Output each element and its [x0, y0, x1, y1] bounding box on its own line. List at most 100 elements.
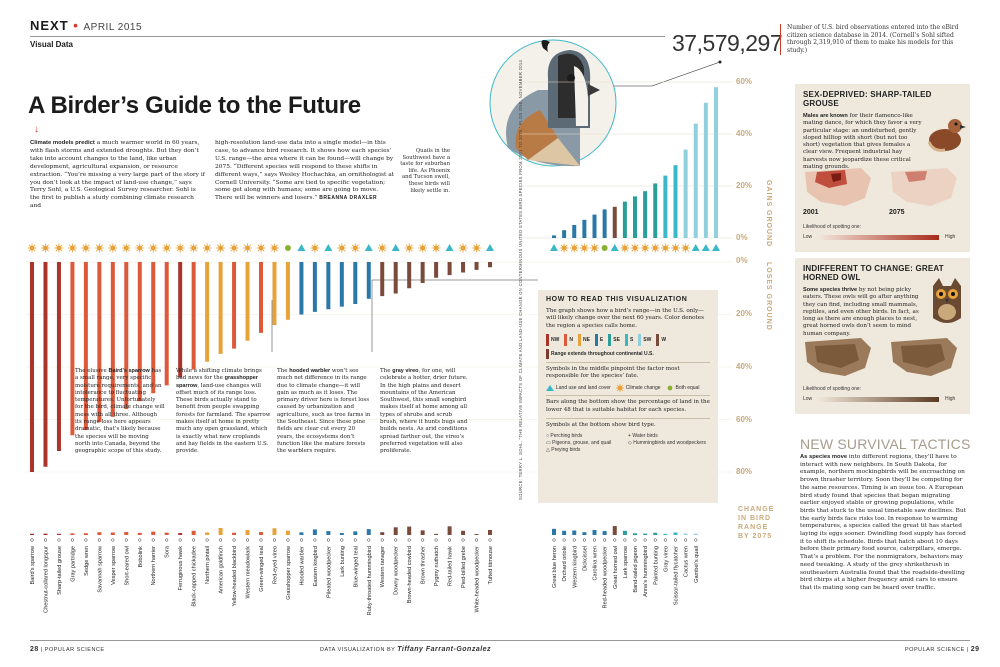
gain-bar: [663, 175, 668, 238]
howto-p3: Bars along the bottom show the percentag…: [546, 399, 710, 413]
section-label: Visual Data: [30, 40, 73, 49]
habitat-bar: [164, 532, 169, 535]
species-label: Pygmy nuthatch: [434, 546, 440, 586]
howto-p2: Symbols in the middle pinpoint the facto…: [546, 365, 680, 380]
factor-land-icon: [701, 244, 710, 251]
species-label: Black-capped chickadee: [192, 546, 198, 607]
habitat-bar: [693, 533, 698, 535]
habitat-bar: [488, 529, 492, 535]
loss-bar: [461, 262, 466, 273]
factor-climate-icon: [404, 243, 414, 253]
habitat-bar: [97, 532, 102, 535]
habitat-bar: [380, 532, 385, 535]
owl-icon: [933, 278, 961, 323]
baird-annotation: The elusive Baird’s sparrow has a small …: [75, 368, 165, 455]
factor-climate-icon: [148, 243, 158, 253]
bird-type-icon: [421, 538, 425, 542]
habitat-bar: [633, 533, 637, 535]
bird-type-icon: [259, 538, 263, 542]
factor-land-icon: [486, 244, 494, 251]
species-label: Pileated woodpecker: [326, 546, 332, 598]
factor-climate-icon: [671, 243, 680, 253]
habitat-bar: [420, 530, 425, 535]
region-legend-n: N: [564, 333, 573, 346]
owl-scale: [819, 397, 939, 402]
habitat-bar: [653, 532, 658, 535]
gain-bar: [633, 196, 637, 238]
gain-bar: [673, 165, 678, 238]
habitat-bar: [393, 527, 398, 535]
habitat-bar: [56, 533, 61, 535]
bird-type-icon: [299, 538, 303, 542]
new-survival-heading: NEW SURVIVAL TACTICS: [800, 436, 971, 452]
species-label: Anna’s hummingbird: [643, 546, 649, 597]
factor-climate-icon: [630, 243, 640, 253]
loss-bar: [70, 262, 75, 436]
species-label: Pied-billed grebe: [461, 546, 467, 588]
factor-climate-icon: [472, 243, 482, 253]
bird-type-icon: [178, 538, 182, 542]
grouse-map-2075: [891, 168, 957, 206]
loss-bar: [420, 262, 425, 283]
habitat-bar: [326, 531, 331, 535]
loss-bar: [83, 262, 88, 430]
factor-climate-icon: [650, 243, 660, 253]
bird-type-icon: [562, 538, 566, 542]
habitat-bar: [43, 533, 48, 535]
species-label: Scissor-tailed flycatcher: [674, 546, 680, 605]
loss-bar: [56, 262, 61, 451]
factor-climate-icon: [458, 243, 468, 253]
loss-bar: [407, 262, 412, 289]
species-label: Ruby-throated hummingbird: [367, 546, 373, 615]
bird-type-icon: [663, 538, 667, 542]
bird-type-icon: [313, 538, 317, 542]
bird-type-icon: [272, 538, 277, 542]
bird-type-icon: [138, 538, 142, 542]
habitat-bar: [461, 530, 466, 535]
hummingbirds-legend: ◇ Hummingbirds and woodpeckers: [628, 439, 707, 446]
owl-text: Some species thrive by not being picky e…: [803, 287, 919, 337]
perching-birds-legend: ○ Perching birds: [546, 433, 583, 440]
howto-title: HOW TO READ THIS VISUALIZATION: [546, 296, 688, 303]
species-label: Baird’s sparrow: [30, 545, 36, 584]
gain-bar: [592, 214, 597, 238]
bird-type-icon: [653, 538, 657, 542]
preying-birds-legend: △ Preying birds: [546, 446, 581, 453]
region-legend-w: W: [656, 333, 666, 346]
habitat-bar: [612, 526, 617, 535]
species-label: Brown-headed cowbird: [407, 546, 413, 603]
bird-type-icon: [572, 538, 576, 542]
loss-bar: [326, 262, 331, 310]
bird-type-icon: [592, 538, 597, 542]
gain-bar: [693, 123, 698, 238]
factor-climate-icon: [269, 243, 279, 253]
species-label: Painted bunting: [653, 546, 659, 585]
bird-type-icon: [111, 538, 115, 542]
owl-heading: INDIFFERENT TO CHANGE: GREAT HORNED OWL: [803, 264, 944, 282]
gain-bar: [714, 87, 718, 238]
bird-type-icon: [70, 538, 74, 542]
observation-note: Number of U.S. bird observations entered…: [780, 24, 965, 55]
loss-bar: [97, 262, 102, 423]
owl-panel: INDIFFERENT TO CHANGE: GREAT HORNED OWL …: [795, 258, 970, 414]
loss-bar: [353, 262, 358, 304]
bird-type-icon: [151, 538, 155, 542]
region-legend: NW N NE E SE S SW W: [546, 333, 710, 346]
bird-type-icon: [407, 538, 411, 542]
species-label: Orchard oriole: [562, 546, 568, 581]
species-label: Sharp-tailed grouse: [57, 546, 63, 595]
species-label: Gray partridge: [70, 546, 76, 582]
factor-climate-icon: [175, 243, 185, 253]
species-label: Eastern kingbird: [313, 546, 319, 586]
grouse-scale: [819, 235, 939, 240]
loss-bar: [43, 262, 48, 467]
habitat-bar: [643, 533, 648, 535]
down-arrow-icon: ↓: [34, 124, 39, 135]
species-label: Carolina wren: [593, 546, 599, 581]
bird-type-icon: [694, 538, 698, 542]
page-title: A Birder’s Guide to the Future: [28, 92, 361, 119]
grouse-low-label: Low: [803, 234, 813, 240]
habitat-bar: [673, 532, 678, 535]
loss-bar: [164, 262, 169, 386]
footer-right: POPULAR SCIENCE | 29: [905, 646, 980, 653]
